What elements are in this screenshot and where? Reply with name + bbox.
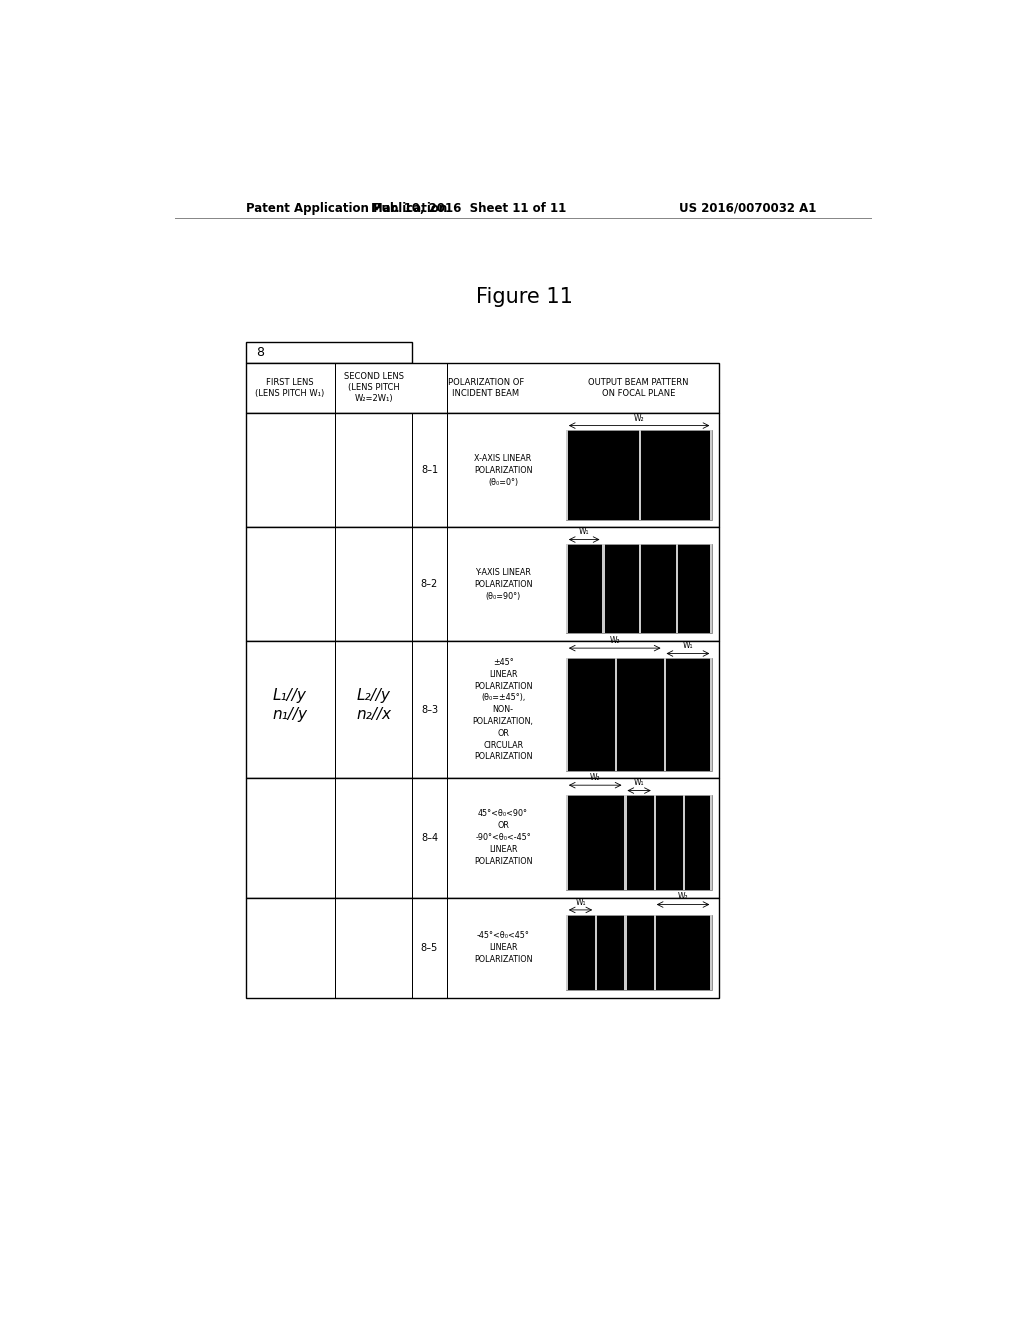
- Text: W₂: W₂: [678, 892, 688, 902]
- Text: 8–3: 8–3: [421, 705, 438, 714]
- Text: 8–2: 8–2: [421, 579, 438, 589]
- Text: Mar. 10, 2016  Sheet 11 of 11: Mar. 10, 2016 Sheet 11 of 11: [372, 202, 566, 215]
- Bar: [566, 430, 568, 520]
- Text: 45°<θ₀<90°
OR
-90°<θ₀<-45°
LINEAR
POLARIZATION: 45°<θ₀<90° OR -90°<θ₀<-45° LINEAR POLARI…: [474, 809, 532, 866]
- Bar: [246, 363, 719, 413]
- Text: Patent Application Publication: Patent Application Publication: [246, 202, 447, 215]
- Text: POLARIZATION OF
INCIDENT BEAM: POLARIZATION OF INCIDENT BEAM: [447, 378, 524, 397]
- Bar: [566, 795, 568, 890]
- Text: Y-AXIS LINEAR
POLARIZATION
(θ₀=90°): Y-AXIS LINEAR POLARIZATION (θ₀=90°): [474, 568, 532, 601]
- Text: 8–4: 8–4: [421, 833, 438, 842]
- Text: W₂: W₂: [609, 636, 620, 645]
- Bar: [653, 915, 656, 990]
- Bar: [710, 430, 713, 520]
- Bar: [683, 795, 685, 890]
- Text: L₂//y
n₂//x: L₂//y n₂//x: [356, 688, 391, 722]
- Text: W₂: W₂: [634, 413, 644, 422]
- Bar: [653, 795, 656, 890]
- Text: FIRST LENS
(LENS PITCH W₁): FIRST LENS (LENS PITCH W₁): [255, 378, 325, 397]
- Text: Figure 11: Figure 11: [476, 286, 573, 308]
- Bar: [246, 779, 719, 898]
- Bar: [566, 430, 713, 520]
- Bar: [614, 659, 617, 771]
- Bar: [639, 544, 641, 634]
- Bar: [566, 544, 568, 634]
- Text: L₁//y
n₁//y: L₁//y n₁//y: [272, 688, 307, 722]
- Bar: [566, 659, 713, 771]
- Text: W₁: W₁: [575, 898, 586, 907]
- Bar: [710, 659, 713, 771]
- Text: ±45°
LINEAR
POLARIZATION
(θ₀=±45°),
NON-
POLARIZATION,
OR
CIRCULAR
POLARIZATION: ±45° LINEAR POLARIZATION (θ₀=±45°), NON-…: [473, 657, 534, 762]
- Text: OUTPUT BEAM PATTERN
ON FOCAL PLANE: OUTPUT BEAM PATTERN ON FOCAL PLANE: [589, 378, 689, 397]
- Text: 8–5: 8–5: [421, 942, 438, 953]
- Bar: [710, 915, 713, 990]
- Text: W₁: W₁: [579, 528, 589, 536]
- Text: W₁: W₁: [683, 642, 693, 651]
- Text: W₂: W₂: [590, 774, 600, 781]
- Text: W₁: W₁: [634, 779, 644, 788]
- Bar: [639, 430, 641, 520]
- Bar: [566, 915, 568, 990]
- Bar: [710, 544, 713, 634]
- Text: 8–1: 8–1: [421, 465, 438, 475]
- Bar: [246, 642, 719, 779]
- Text: US 2016/0070032 A1: US 2016/0070032 A1: [679, 202, 817, 215]
- Bar: [625, 795, 627, 890]
- Bar: [246, 527, 719, 642]
- Bar: [566, 659, 568, 771]
- Bar: [602, 544, 605, 634]
- Bar: [625, 915, 627, 990]
- Bar: [595, 915, 597, 990]
- Text: 8: 8: [256, 346, 264, 359]
- Text: SECOND LENS
(LENS PITCH
W₂=2W₁): SECOND LENS (LENS PITCH W₂=2W₁): [344, 372, 403, 404]
- Bar: [710, 795, 713, 890]
- Text: -45°<θ₀<45°
LINEAR
POLARIZATION: -45°<θ₀<45° LINEAR POLARIZATION: [474, 932, 532, 964]
- Text: X-AXIS LINEAR
POLARIZATION
(θ₀=0°): X-AXIS LINEAR POLARIZATION (θ₀=0°): [474, 454, 532, 487]
- Bar: [566, 915, 713, 990]
- Bar: [246, 342, 413, 363]
- Bar: [246, 413, 719, 527]
- Bar: [676, 544, 678, 634]
- Bar: [664, 659, 666, 771]
- Bar: [566, 795, 713, 890]
- Bar: [246, 898, 719, 998]
- Bar: [566, 544, 713, 634]
